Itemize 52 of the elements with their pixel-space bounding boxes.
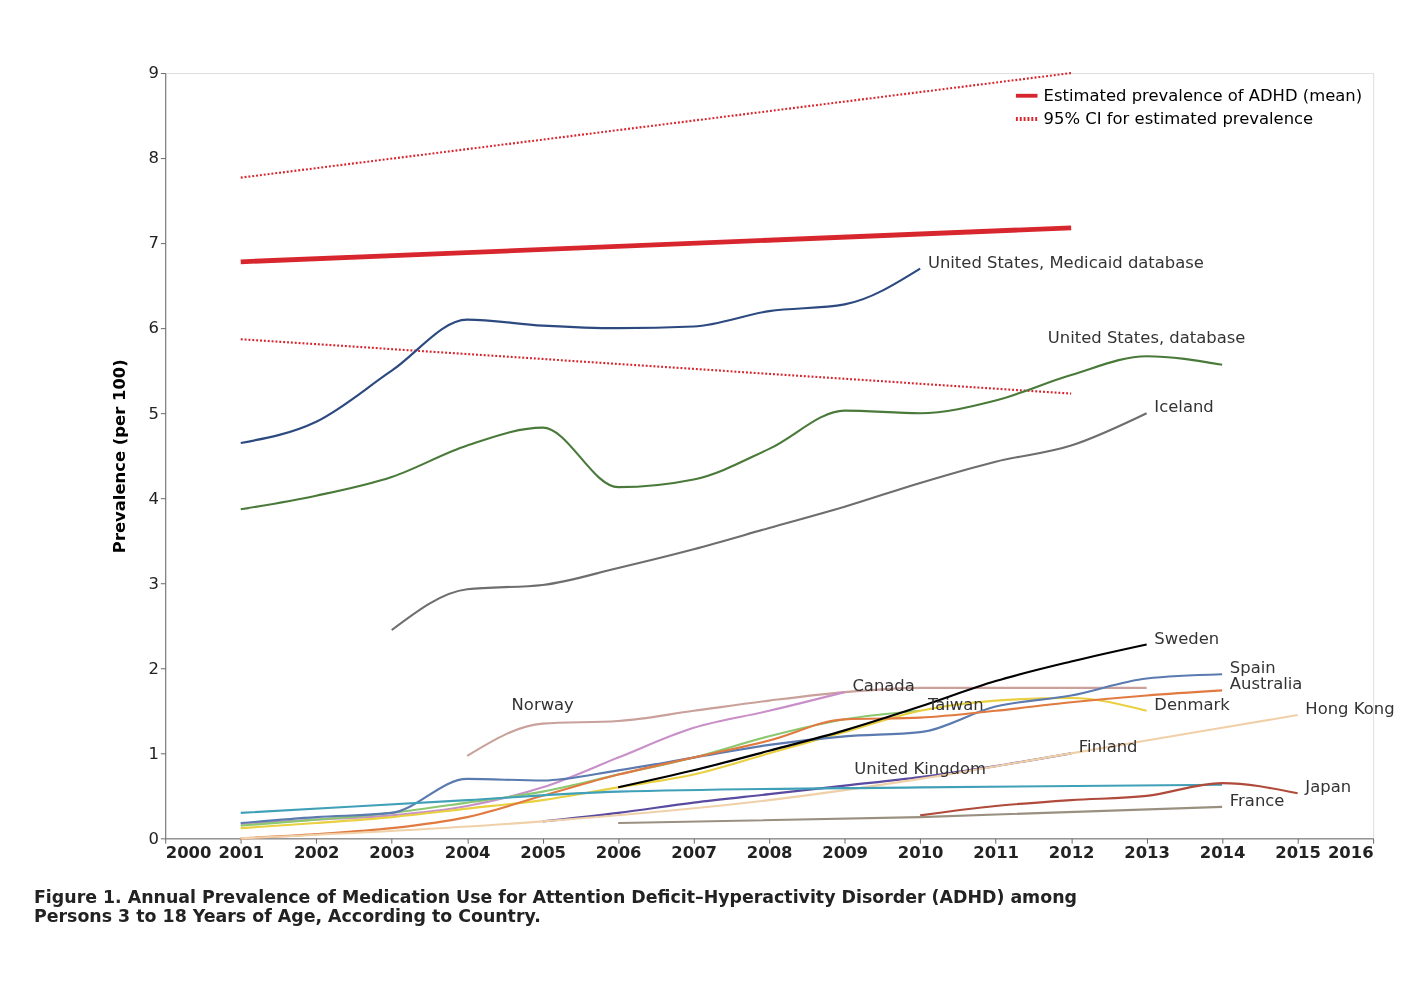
annotation: Spain bbox=[1229, 658, 1276, 678]
x-tick-label: 2004 bbox=[444, 843, 491, 863]
y-tick-label: 0 bbox=[148, 828, 159, 848]
x-tick-label: 2016 bbox=[1327, 843, 1374, 863]
annotation: Finland bbox=[1078, 737, 1138, 757]
y-tick-label: 2 bbox=[148, 658, 159, 678]
annotation: United Kingdom bbox=[854, 758, 986, 778]
annotation: Denmark bbox=[1154, 694, 1231, 714]
line-series bbox=[239, 713, 1299, 840]
annotation: United States, database bbox=[1047, 327, 1246, 347]
x-tick-label: 2015 bbox=[1275, 843, 1321, 863]
y-tick-label: 6 bbox=[148, 318, 159, 338]
x-tick-label: 2012 bbox=[1048, 843, 1095, 863]
text: Figure 1. Annual Prevalence of Medication Use for Attention Deficit–Hyperactivity Disorder (ADHD) among Persons 3 to 18 Years of Age, According to Country. bbox=[34, 887, 1077, 927]
x-tick-label: 2006 bbox=[595, 843, 642, 863]
legend-label: Estimated prevalence of ADHD (mean) bbox=[1043, 85, 1363, 105]
line-series bbox=[390, 412, 1148, 632]
annotation: Norway bbox=[511, 695, 575, 715]
x-tick-label: 2000 bbox=[165, 843, 212, 863]
line-series bbox=[919, 782, 1299, 817]
y-tick-label: 9 bbox=[148, 63, 159, 83]
x-tick-label: 2002 bbox=[293, 843, 340, 863]
legend-label: 95% CI for estimated prevalence bbox=[1043, 108, 1314, 128]
x-tick-label: 2001 bbox=[218, 843, 265, 863]
line-series bbox=[617, 643, 1148, 789]
x-tick-label: 2013 bbox=[1124, 843, 1170, 863]
line-series bbox=[239, 355, 1224, 511]
y-tick-label: 5 bbox=[148, 403, 159, 423]
y-tick-label: 3 bbox=[148, 573, 159, 593]
x-tick-label: 2003 bbox=[369, 843, 416, 863]
y-tick-label: 7 bbox=[148, 233, 159, 253]
x-tick-label: 2011 bbox=[973, 843, 1019, 863]
y-axis-title: Prevalence (per 100) bbox=[110, 359, 130, 554]
annotation: Canada bbox=[852, 676, 915, 696]
line-series bbox=[239, 696, 1148, 830]
annotation: Sweden bbox=[1154, 628, 1220, 648]
line-series bbox=[239, 267, 922, 445]
y-tick-label: 1 bbox=[148, 743, 159, 763]
annotation: United States, Medicaid database bbox=[927, 252, 1204, 272]
x-tick-label: 2008 bbox=[746, 843, 793, 863]
x-tick-label: 2009 bbox=[822, 843, 868, 863]
y-tick-label: 4 bbox=[148, 488, 159, 508]
x-tick-label: 2007 bbox=[671, 843, 717, 863]
annotation: Hong Kong bbox=[1305, 699, 1395, 719]
x-tick-label: 2010 bbox=[897, 843, 944, 863]
annotation: Japan bbox=[1304, 777, 1352, 797]
line-series bbox=[239, 783, 1224, 814]
y-tick-label: 8 bbox=[148, 148, 159, 168]
annotation: France bbox=[1229, 790, 1285, 810]
x-tick-label: 2014 bbox=[1199, 843, 1246, 863]
annotation: Iceland bbox=[1154, 397, 1214, 417]
x-tick-label: 2005 bbox=[520, 843, 567, 863]
